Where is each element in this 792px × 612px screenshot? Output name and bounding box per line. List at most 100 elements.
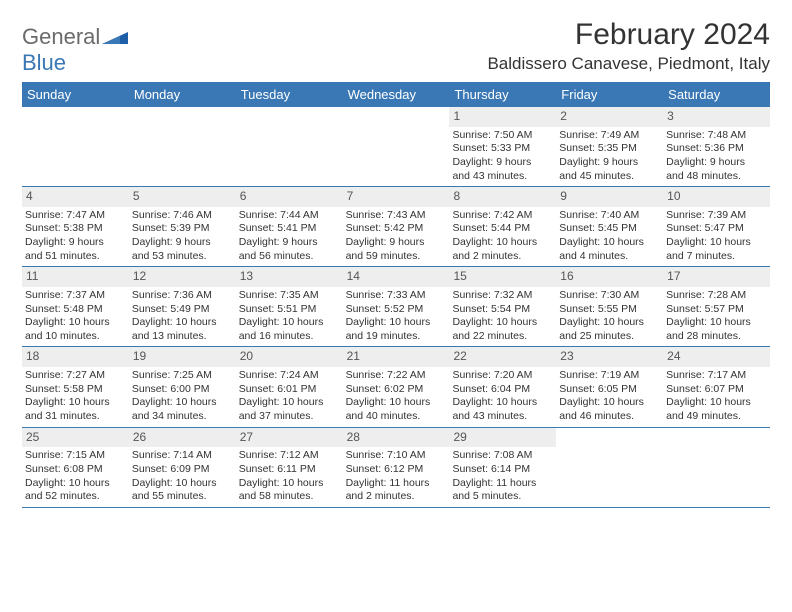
day-d2: and 22 minutes. [452,330,553,344]
day-ss: Sunset: 5:54 PM [452,303,553,317]
day-cell: 13Sunrise: 7:35 AMSunset: 5:51 PMDayligh… [236,267,343,346]
day-cell [129,107,236,186]
day-d1: Daylight: 10 hours [239,477,340,491]
day-ss: Sunset: 5:55 PM [559,303,660,317]
day-ss: Sunset: 5:58 PM [25,383,126,397]
day-cell: 20Sunrise: 7:24 AMSunset: 6:01 PMDayligh… [236,347,343,426]
day-sr: Sunrise: 7:49 AM [559,129,660,143]
week-row: 25Sunrise: 7:15 AMSunset: 6:08 PMDayligh… [22,428,770,508]
day-number: 14 [343,267,450,287]
day-d1: Daylight: 10 hours [452,316,553,330]
day-d2: and 45 minutes. [559,170,660,184]
day-d1: Daylight: 9 hours [239,236,340,250]
day-d2: and 51 minutes. [25,250,126,264]
day-d1: Daylight: 10 hours [452,236,553,250]
day-sr: Sunrise: 7:40 AM [559,209,660,223]
week-row: 11Sunrise: 7:37 AMSunset: 5:48 PMDayligh… [22,267,770,347]
day-cell [22,107,129,186]
logo-word-blue: Blue [22,50,66,75]
day-sr: Sunrise: 7:24 AM [239,369,340,383]
day-ss: Sunset: 6:04 PM [452,383,553,397]
day-d2: and 49 minutes. [666,410,767,424]
day-sr: Sunrise: 7:28 AM [666,289,767,303]
day-sr: Sunrise: 7:35 AM [239,289,340,303]
day-number: 1 [449,107,556,127]
day-ss: Sunset: 5:38 PM [25,222,126,236]
day-cell: 8Sunrise: 7:42 AMSunset: 5:44 PMDaylight… [449,187,556,266]
day-ss: Sunset: 5:36 PM [666,142,767,156]
day-d2: and 52 minutes. [25,490,126,504]
day-cell: 15Sunrise: 7:32 AMSunset: 5:54 PMDayligh… [449,267,556,346]
day-cell: 25Sunrise: 7:15 AMSunset: 6:08 PMDayligh… [22,428,129,507]
day-d1: Daylight: 10 hours [559,396,660,410]
day-d1: Daylight: 9 hours [346,236,447,250]
day-cell: 21Sunrise: 7:22 AMSunset: 6:02 PMDayligh… [343,347,450,426]
day-d1: Daylight: 9 hours [559,156,660,170]
day-ss: Sunset: 6:01 PM [239,383,340,397]
day-d2: and 48 minutes. [666,170,767,184]
month-title: February 2024 [487,18,770,52]
day-sr: Sunrise: 7:25 AM [132,369,233,383]
day-sr: Sunrise: 7:30 AM [559,289,660,303]
day-d2: and 28 minutes. [666,330,767,344]
day-d2: and 2 minutes. [346,490,447,504]
day-ss: Sunset: 5:42 PM [346,222,447,236]
day-cell: 14Sunrise: 7:33 AMSunset: 5:52 PMDayligh… [343,267,450,346]
day-ss: Sunset: 5:33 PM [452,142,553,156]
week-row: 1Sunrise: 7:50 AMSunset: 5:33 PMDaylight… [22,107,770,187]
location-subtitle: Baldissero Canavese, Piedmont, Italy [487,54,770,74]
day-ss: Sunset: 5:57 PM [666,303,767,317]
day-d2: and 19 minutes. [346,330,447,344]
day-d2: and 7 minutes. [666,250,767,264]
day-ss: Sunset: 5:45 PM [559,222,660,236]
day-number: 29 [449,428,556,448]
calendar: Sunday Monday Tuesday Wednesday Thursday… [22,82,770,508]
day-ss: Sunset: 6:11 PM [239,463,340,477]
day-cell: 17Sunrise: 7:28 AMSunset: 5:57 PMDayligh… [663,267,770,346]
day-d2: and 46 minutes. [559,410,660,424]
day-cell: 28Sunrise: 7:10 AMSunset: 6:12 PMDayligh… [343,428,450,507]
day-ss: Sunset: 5:51 PM [239,303,340,317]
day-cell: 16Sunrise: 7:30 AMSunset: 5:55 PMDayligh… [556,267,663,346]
day-ss: Sunset: 5:48 PM [25,303,126,317]
day-sr: Sunrise: 7:46 AM [132,209,233,223]
day-number: 9 [556,187,663,207]
day-cell: 3Sunrise: 7:48 AMSunset: 5:36 PMDaylight… [663,107,770,186]
day-cell: 12Sunrise: 7:36 AMSunset: 5:49 PMDayligh… [129,267,236,346]
day-number: 4 [22,187,129,207]
day-sr: Sunrise: 7:33 AM [346,289,447,303]
day-number: 18 [22,347,129,367]
day-d1: Daylight: 10 hours [559,316,660,330]
day-d2: and 31 minutes. [25,410,126,424]
day-d1: Daylight: 10 hours [559,236,660,250]
day-sr: Sunrise: 7:37 AM [25,289,126,303]
day-cell: 10Sunrise: 7:39 AMSunset: 5:47 PMDayligh… [663,187,770,266]
day-d1: Daylight: 10 hours [666,236,767,250]
header: General Blue February 2024 Baldissero Ca… [22,18,770,76]
weekday-header: Monday [129,82,236,107]
day-ss: Sunset: 5:49 PM [132,303,233,317]
day-sr: Sunrise: 7:32 AM [452,289,553,303]
day-ss: Sunset: 6:05 PM [559,383,660,397]
day-d2: and 37 minutes. [239,410,340,424]
day-cell: 5Sunrise: 7:46 AMSunset: 5:39 PMDaylight… [129,187,236,266]
day-d2: and 43 minutes. [452,410,553,424]
day-ss: Sunset: 6:09 PM [132,463,233,477]
day-d1: Daylight: 10 hours [25,396,126,410]
title-block: February 2024 Baldissero Canavese, Piedm… [487,18,770,74]
day-cell: 27Sunrise: 7:12 AMSunset: 6:11 PMDayligh… [236,428,343,507]
weekday-header: Friday [556,82,663,107]
day-d2: and 58 minutes. [239,490,340,504]
day-d2: and 34 minutes. [132,410,233,424]
day-cell: 19Sunrise: 7:25 AMSunset: 6:00 PMDayligh… [129,347,236,426]
day-number: 19 [129,347,236,367]
day-ss: Sunset: 6:00 PM [132,383,233,397]
day-d1: Daylight: 10 hours [25,316,126,330]
day-d1: Daylight: 10 hours [452,396,553,410]
day-sr: Sunrise: 7:14 AM [132,449,233,463]
day-number: 12 [129,267,236,287]
weekday-header-row: Sunday Monday Tuesday Wednesday Thursday… [22,82,770,107]
day-sr: Sunrise: 7:20 AM [452,369,553,383]
day-sr: Sunrise: 7:27 AM [25,369,126,383]
week-row: 4Sunrise: 7:47 AMSunset: 5:38 PMDaylight… [22,187,770,267]
